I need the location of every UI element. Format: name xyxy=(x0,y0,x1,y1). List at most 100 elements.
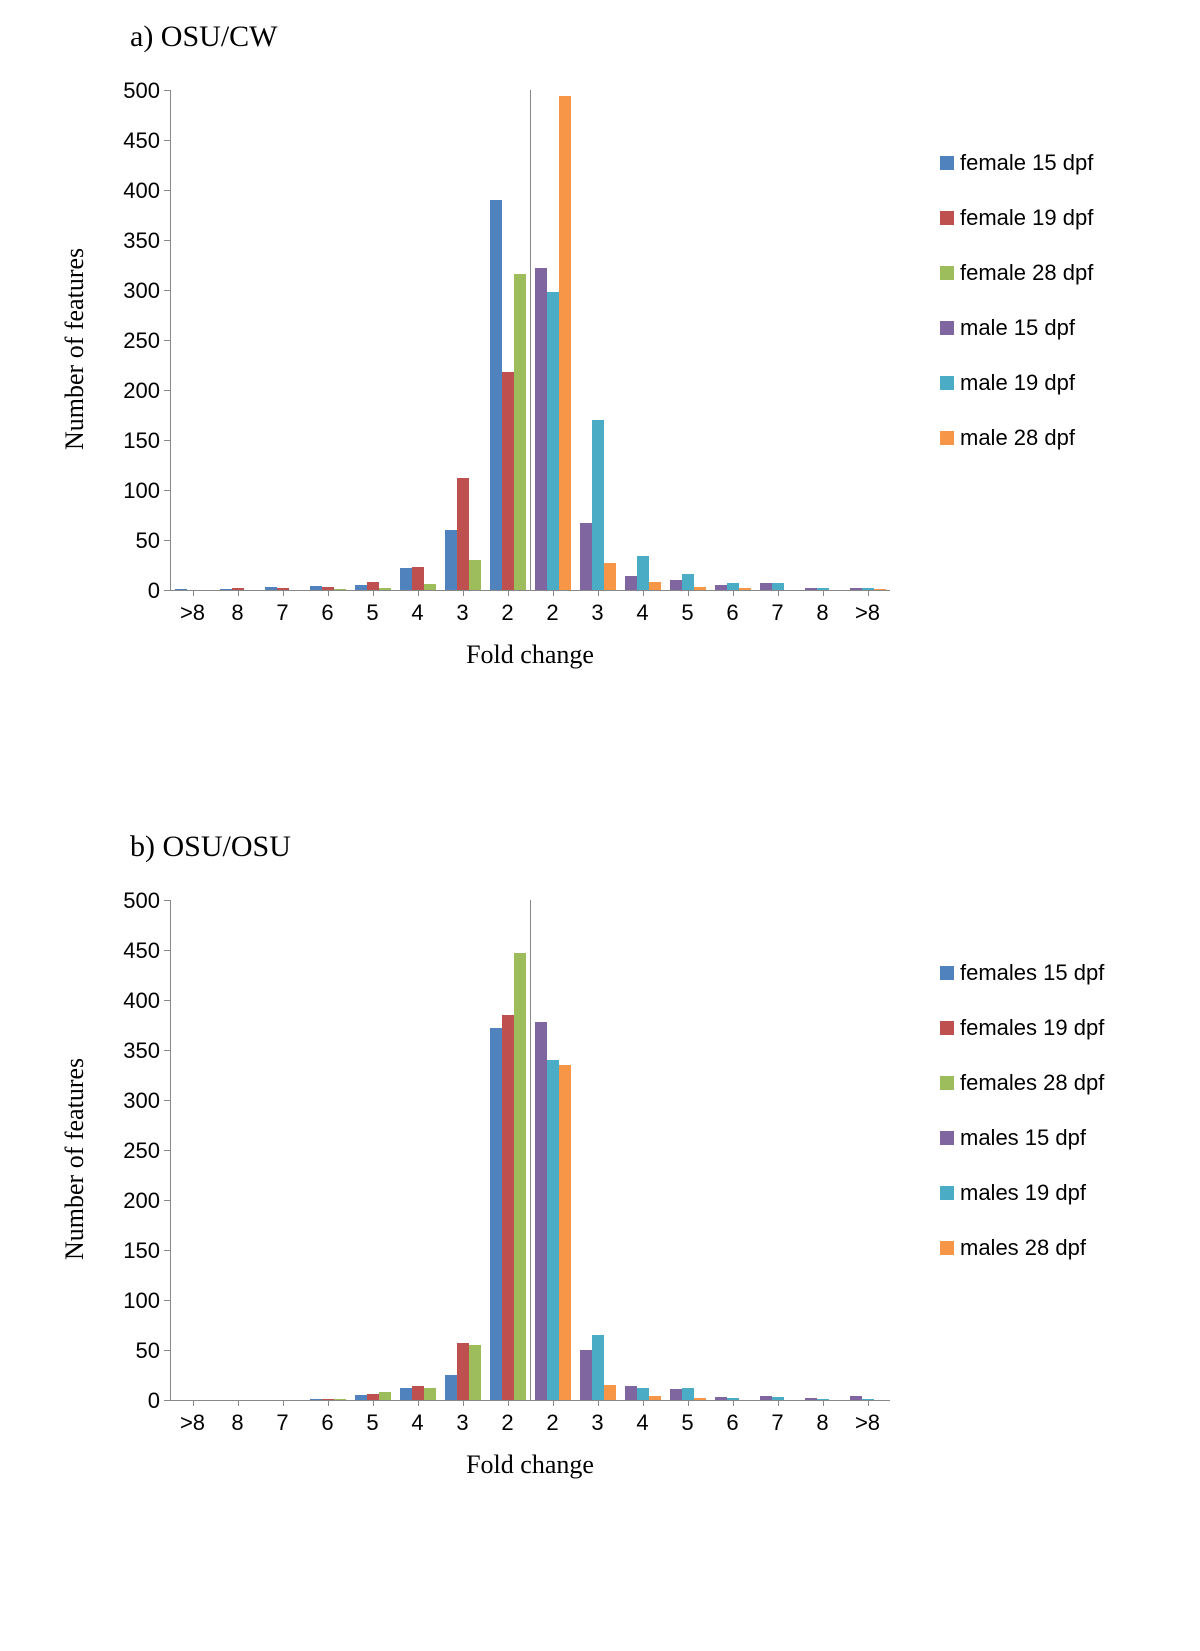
x-tick xyxy=(643,590,644,596)
x-tick-label: 2 xyxy=(533,1410,573,1436)
x-tick xyxy=(643,1400,644,1406)
bar xyxy=(490,1028,502,1400)
x-tick xyxy=(688,1400,689,1406)
bar xyxy=(175,589,187,590)
legend-item: female 15 dpf xyxy=(940,150,1093,176)
legend-item: females 15 dpf xyxy=(940,960,1104,986)
y-tick-label: 150 xyxy=(100,428,160,454)
y-axis-line xyxy=(170,900,171,1400)
legend-item: males 15 dpf xyxy=(940,1125,1086,1151)
legend-swatch xyxy=(940,1131,954,1145)
x-axis-title: Fold change xyxy=(170,1450,890,1480)
x-tick xyxy=(778,590,779,596)
x-tick xyxy=(238,590,239,596)
x-tick-label: 4 xyxy=(623,1410,663,1436)
y-tick-label: 450 xyxy=(100,938,160,964)
y-tick xyxy=(164,1200,170,1201)
x-tick-label: 8 xyxy=(803,600,843,626)
y-tick xyxy=(164,1000,170,1001)
x-tick-label: >8 xyxy=(173,600,213,626)
x-tick-label: 3 xyxy=(578,600,618,626)
legend-item: female 19 dpf xyxy=(940,205,1093,231)
legend-label: males 19 dpf xyxy=(960,1180,1086,1206)
x-tick-label: 2 xyxy=(533,600,573,626)
y-tick xyxy=(164,900,170,901)
x-tick xyxy=(283,1400,284,1406)
y-tick xyxy=(164,540,170,541)
bar xyxy=(715,1397,727,1400)
bar xyxy=(580,523,592,590)
legend-item: male 19 dpf xyxy=(940,370,1075,396)
bar xyxy=(310,1399,322,1400)
x-tick xyxy=(463,1400,464,1406)
legend-label: male 15 dpf xyxy=(960,315,1075,341)
bar xyxy=(715,585,727,590)
panel-a-title: a) OSU/CW xyxy=(130,20,277,54)
legend-swatch xyxy=(940,321,954,335)
x-tick-label: 5 xyxy=(668,1410,708,1436)
bar xyxy=(850,588,862,590)
bar xyxy=(379,588,391,590)
y-tick xyxy=(164,190,170,191)
x-tick xyxy=(373,590,374,596)
legend-swatch xyxy=(940,431,954,445)
bar xyxy=(469,1345,481,1400)
legend-label: females 19 dpf xyxy=(960,1015,1104,1041)
bar xyxy=(694,587,706,590)
y-tick xyxy=(164,340,170,341)
bar xyxy=(445,1375,457,1400)
panel-a-chart: 050100150200250300350400450500Number of … xyxy=(0,60,1200,760)
y-tick-label: 0 xyxy=(100,1388,160,1414)
x-tick xyxy=(508,590,509,596)
y-tick xyxy=(164,140,170,141)
y-tick xyxy=(164,1350,170,1351)
legend-label: female 19 dpf xyxy=(960,205,1093,231)
bar xyxy=(412,567,424,590)
panel-b: b) OSU/OSU 05010015020025030035040045050… xyxy=(0,830,1200,1610)
legend-swatch xyxy=(940,211,954,225)
x-tick-label: 3 xyxy=(443,600,483,626)
legend-item: males 19 dpf xyxy=(940,1180,1086,1206)
x-tick-label: 2 xyxy=(488,1410,528,1436)
bar xyxy=(805,588,817,590)
legend-label: females 15 dpf xyxy=(960,960,1104,986)
bar xyxy=(874,589,886,590)
bar xyxy=(310,586,322,590)
x-tick xyxy=(778,1400,779,1406)
bar xyxy=(400,568,412,590)
x-tick xyxy=(328,1400,329,1406)
legend-item: male 15 dpf xyxy=(940,315,1075,341)
center-divider xyxy=(530,900,531,1400)
x-axis-line xyxy=(170,590,890,591)
x-tick-label: 7 xyxy=(758,600,798,626)
bar xyxy=(547,1060,559,1400)
x-tick xyxy=(598,1400,599,1406)
x-tick xyxy=(553,1400,554,1406)
y-tick-label: 100 xyxy=(100,478,160,504)
y-tick-label: 150 xyxy=(100,1238,160,1264)
bar xyxy=(514,953,526,1400)
x-axis-line xyxy=(170,1400,890,1401)
bar xyxy=(592,1335,604,1400)
bar xyxy=(805,1398,817,1400)
bar xyxy=(649,582,661,590)
bar xyxy=(400,1388,412,1400)
y-tick-label: 0 xyxy=(100,578,160,604)
x-tick-label: 2 xyxy=(488,600,528,626)
bar xyxy=(535,1022,547,1400)
x-tick-label: 4 xyxy=(398,1410,438,1436)
bar xyxy=(424,584,436,590)
y-tick xyxy=(164,950,170,951)
y-tick-label: 200 xyxy=(100,1188,160,1214)
x-tick-label: 6 xyxy=(713,600,753,626)
bar xyxy=(694,1398,706,1400)
x-tick xyxy=(463,590,464,596)
legend-label: male 19 dpf xyxy=(960,370,1075,396)
bar xyxy=(412,1386,424,1400)
x-tick xyxy=(373,1400,374,1406)
bar xyxy=(514,274,526,590)
y-tick-label: 350 xyxy=(100,1038,160,1064)
panel-b-chart: 050100150200250300350400450500Number of … xyxy=(0,870,1200,1570)
bar xyxy=(277,588,289,590)
legend-swatch xyxy=(940,966,954,980)
